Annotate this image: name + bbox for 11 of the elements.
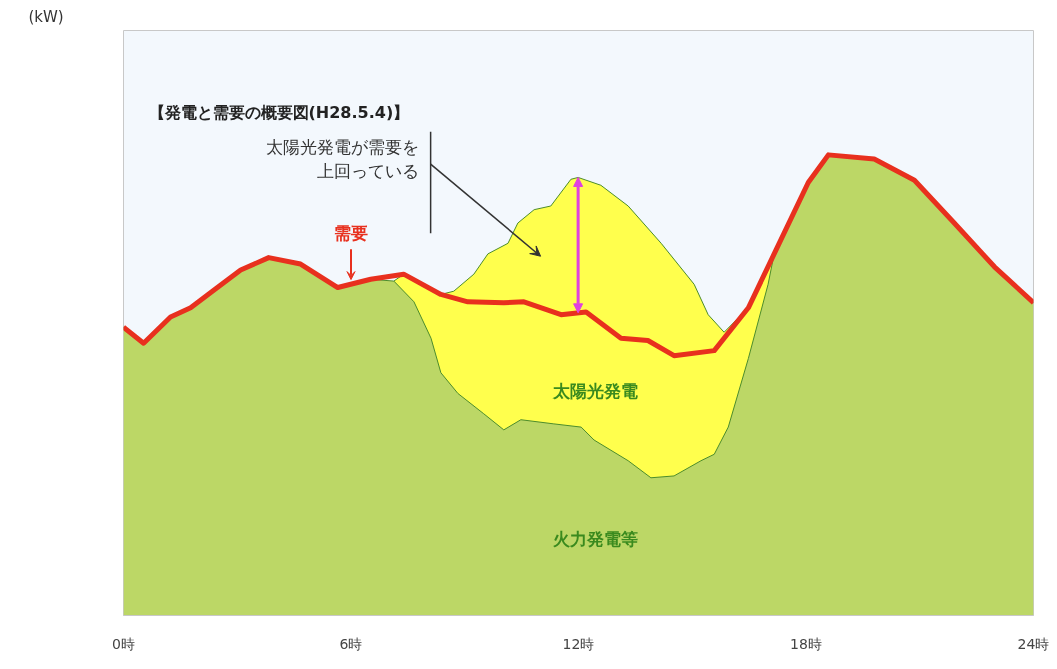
x-tick-label: 24時 [1017, 635, 1050, 652]
text: 需要 [334, 223, 368, 244]
text: (kW) [28, 7, 64, 26]
x-tick-label: 12時 [562, 635, 595, 652]
annotation: 太陽光発電が需要を上回っている [266, 137, 420, 182]
x-tick-label: 0時 [112, 635, 135, 652]
series-label: 太陽光発電 [552, 381, 639, 402]
x-tick-label: 6時 [339, 635, 363, 652]
x-tick-label: 18時 [790, 635, 822, 652]
chart-title: 【発電と需要の概要図(H28.5.4)】 [148, 102, 410, 122]
series-label: 火力発電等 [553, 529, 639, 550]
